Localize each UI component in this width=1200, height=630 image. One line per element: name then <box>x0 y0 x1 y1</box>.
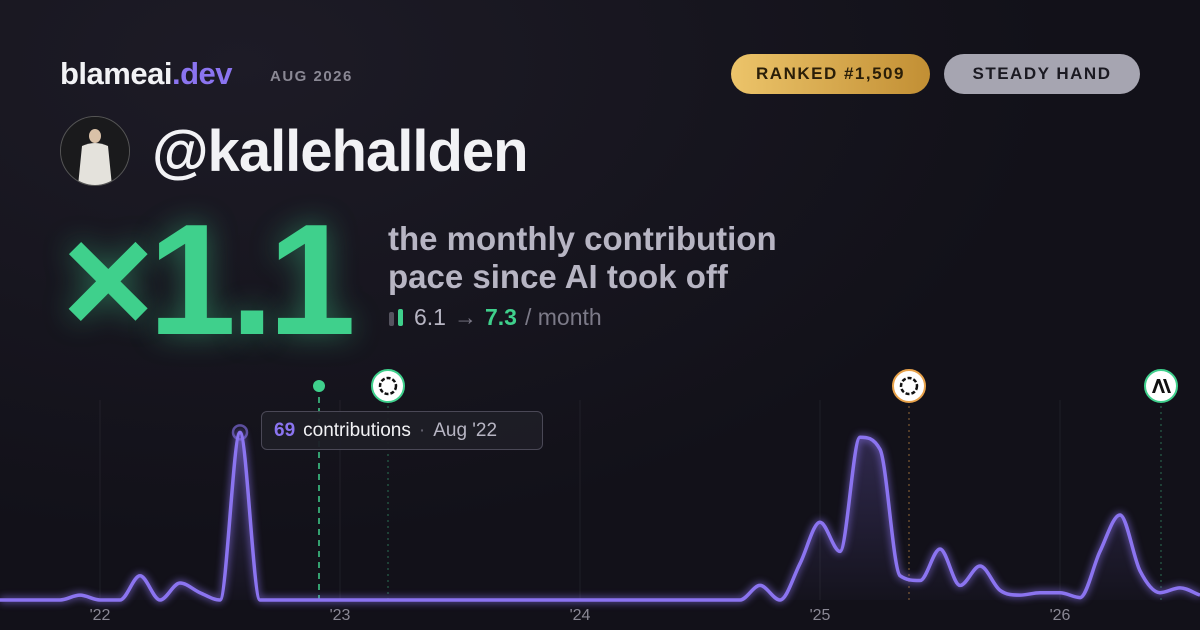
tooltip-value: 69 <box>274 419 296 441</box>
x-tick-label: '25 <box>810 607 831 624</box>
pace-unit: / month <box>524 304 602 330</box>
brand: blameai.dev <box>60 56 232 92</box>
description: the monthly contribution pace since AI to… <box>388 220 777 296</box>
event-icon <box>1144 369 1178 403</box>
tooltip-separator: · <box>418 419 426 441</box>
style-badge: STEADY HAND <box>944 54 1140 94</box>
pace-after: 7.3 <box>484 304 517 330</box>
chart: '22 '23 '24 '25 '26 <box>0 369 1200 624</box>
highlight-point <box>231 424 249 441</box>
x-tick-label: '23 <box>330 607 351 624</box>
area <box>0 432 1200 600</box>
pace: 6.1 → 7.3 / month <box>388 304 602 331</box>
event-icon <box>371 369 405 403</box>
brand-name: blameai <box>60 56 172 91</box>
tooltip-date: Aug '22 <box>433 419 498 441</box>
x-tick-label: '22 <box>90 607 111 624</box>
pace-arrow: → <box>453 304 477 330</box>
username: @kallehallden <box>152 119 529 184</box>
x-tick-label: '26 <box>1050 607 1071 624</box>
x-tick-label: '24 <box>570 607 591 624</box>
tooltip: 69 contributions · Aug '22 <box>261 411 543 450</box>
description-line: the monthly contribution <box>388 220 777 257</box>
brand-tld: .dev <box>171 56 233 91</box>
multiplier: ×1.1 <box>62 192 356 368</box>
report-date: AUG 2026 <box>270 68 353 85</box>
pace-before: 6.1 <box>414 304 446 330</box>
avatar <box>60 116 130 186</box>
rank-badge: RANKED #1,509 <box>731 54 930 94</box>
line <box>0 430 1200 602</box>
description-line: pace since AI took off <box>388 258 728 295</box>
event-icon <box>892 369 926 403</box>
event-markers <box>371 369 1178 600</box>
ai-marker-dot <box>313 380 325 392</box>
tooltip-unit: contributions <box>303 419 411 441</box>
pace-icon <box>389 308 403 326</box>
